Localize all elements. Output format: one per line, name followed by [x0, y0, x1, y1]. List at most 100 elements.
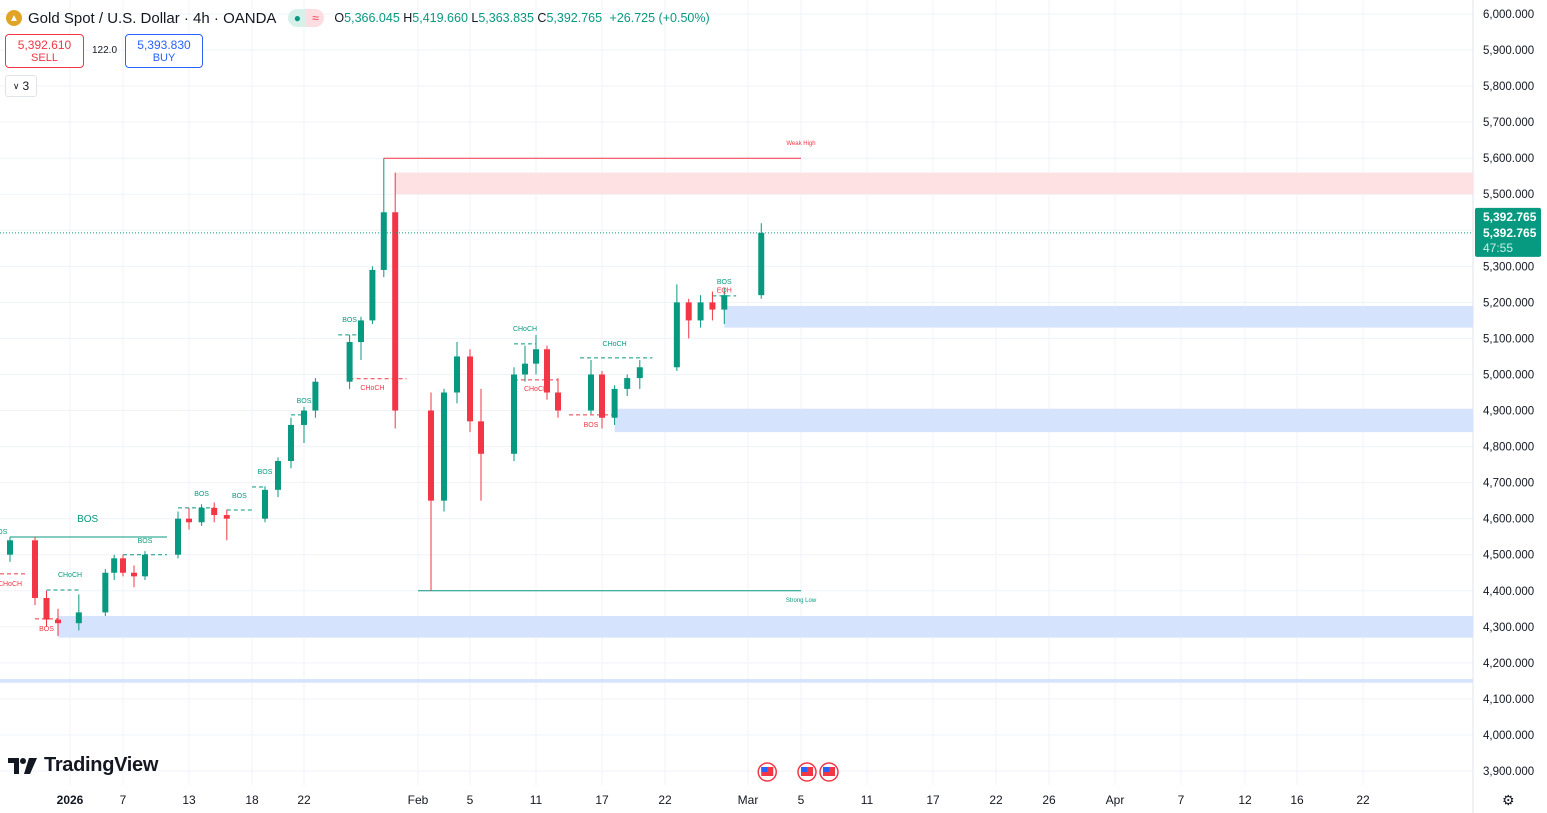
- tradingview-logo-icon: [8, 757, 37, 774]
- demand-zone: [614, 408, 1473, 433]
- candle-body: [522, 363, 528, 375]
- candle-body: [175, 518, 181, 555]
- zones: [0, 172, 1474, 683]
- candle-body: [198, 507, 205, 523]
- candle-body: [673, 302, 680, 368]
- time-tick-label: 22: [1356, 793, 1370, 807]
- structure-label: BOS: [717, 279, 732, 286]
- candle-body: [142, 554, 148, 577]
- spread-value: 122.0: [92, 45, 118, 56]
- candle-body: [685, 302, 692, 321]
- candle-body: [697, 302, 704, 321]
- time-tick-label: 17: [926, 793, 940, 807]
- buy-button[interactable]: 5,393.830 BUY: [125, 34, 203, 68]
- price-axis[interactable]: 6,000.000 5,900.000 5,800.000 5,700.000 5,60…: [1483, 9, 1534, 778]
- candle-body: [380, 212, 387, 270]
- candles: [7, 158, 765, 636]
- indicator-count: 3: [22, 79, 30, 93]
- structure-label: CHoCH: [524, 386, 548, 393]
- candle-body: [441, 392, 447, 501]
- time-axis[interactable]: 2026 7 13 18 22 Feb 5 11 17 22 Mar 5 11 17 22 26 Apr 7 12 1…: [57, 793, 1370, 807]
- time-tick-label: 17: [595, 793, 609, 807]
- candle-body: [43, 597, 50, 620]
- high-value: 5,419.660: [412, 11, 468, 25]
- time-tick-label: 16: [1290, 793, 1304, 807]
- price-tick-label: 5,900.000: [1483, 45, 1534, 57]
- candle-body: [467, 356, 473, 422]
- sell-button[interactable]: 5,392.610 SELL: [5, 34, 84, 68]
- us-flag-icon[interactable]: [797, 762, 817, 782]
- price-tick-label: 5,200.000: [1483, 297, 1534, 309]
- structure-label: BOS: [297, 398, 312, 405]
- structure-levels: [0, 157, 801, 620]
- structure-label: BOS: [138, 538, 153, 545]
- price-tick-label: 5,500.000: [1483, 189, 1534, 201]
- price-tick-label: 4,400.000: [1483, 586, 1534, 598]
- grid: [0, 0, 1474, 813]
- price-tick-label: 5,100.000: [1483, 333, 1534, 345]
- us-flag-icon[interactable]: [757, 762, 777, 782]
- price-tick-label: 4,100.000: [1483, 694, 1534, 706]
- candle-body: [186, 518, 192, 523]
- time-tick-label: 5: [798, 793, 805, 807]
- structure-label: BOS: [258, 469, 273, 476]
- price-tick-label: 4,600.000: [1483, 514, 1534, 526]
- last-price-marker: 5,392.765 5,392.765 47:55: [0, 207, 1541, 257]
- chart-legend: ▲ Gold Spot / U.S. Dollar · 4h · OANDA ●…: [6, 9, 710, 27]
- candle-body: [301, 410, 307, 425]
- time-tick-label: 12: [1238, 793, 1252, 807]
- price-tick-label: 6,000.000: [1483, 9, 1534, 21]
- ohlc-values: O5,366.045 H5,419.660 L5,363.835 C5,392.…: [334, 11, 709, 25]
- time-tick-label: Apr: [1106, 793, 1125, 807]
- time-tick-label: 13: [182, 793, 196, 807]
- candle-body: [312, 381, 319, 411]
- demand-zone: [58, 615, 1473, 638]
- symbol-title[interactable]: Gold Spot / U.S. Dollar · 4h · OANDA: [28, 9, 277, 27]
- supply-zone: [395, 172, 1474, 195]
- buy-price: 5,393.830: [137, 38, 191, 52]
- candle-body: [102, 572, 109, 613]
- close-value: 5,392.765: [546, 11, 603, 25]
- candle-body: [478, 421, 484, 454]
- settings-gear-icon[interactable]: ⚙: [1502, 792, 1515, 808]
- market-open-dot-icon: ●: [288, 9, 307, 27]
- candle-body: [511, 374, 517, 454]
- candle-body: [624, 378, 631, 389]
- change-value: +26.725 (+0.50%): [609, 11, 710, 25]
- candle-body: [709, 302, 716, 310]
- candle-body: [358, 320, 364, 343]
- tradingview-logo[interactable]: TradingView: [8, 754, 158, 777]
- price-tick-label: 4,700.000: [1483, 478, 1534, 490]
- indicators-toggle[interactable]: ∨ 3: [5, 75, 37, 97]
- price-tick-label: 4,900.000: [1483, 406, 1534, 418]
- time-tick-label: 2026: [57, 793, 84, 807]
- logo-text: TradingView: [44, 754, 159, 776]
- candle-body: [392, 212, 399, 411]
- structure-label: BOS: [342, 317, 357, 324]
- last-price-value-2: 5,392.765: [1483, 226, 1537, 240]
- us-flag-icon[interactable]: [819, 762, 839, 782]
- close-label: C: [537, 11, 547, 25]
- flag-canton: [823, 767, 829, 772]
- candle-body: [454, 356, 460, 393]
- structure-label: BOS: [194, 491, 209, 498]
- flag-canton: [801, 767, 807, 772]
- time-tick-label: 5: [467, 793, 474, 807]
- candle-body: [533, 349, 539, 364]
- structure-label: CHoCH: [513, 326, 537, 333]
- candle-body: [555, 392, 561, 411]
- price-tick-label: 3,900.000: [1483, 766, 1534, 778]
- structure-labels: BOS BOS CHoCH CHoCH BOS BOS BOS BOS BOS BOS BOS CHo…: [0, 141, 817, 633]
- gold-symbol-icon: ▲: [6, 10, 22, 26]
- candle-body: [346, 342, 353, 382]
- candle-body: [111, 558, 118, 573]
- event-markers[interactable]: [757, 762, 839, 782]
- candle-body: [721, 295, 728, 310]
- time-tick-label: 11: [861, 793, 874, 807]
- structure-label: BOS: [0, 529, 8, 536]
- status-pill[interactable]: ● ≈: [288, 9, 325, 27]
- candle-body: [223, 515, 230, 519]
- candle-body: [32, 540, 38, 598]
- candle-body: [211, 507, 218, 516]
